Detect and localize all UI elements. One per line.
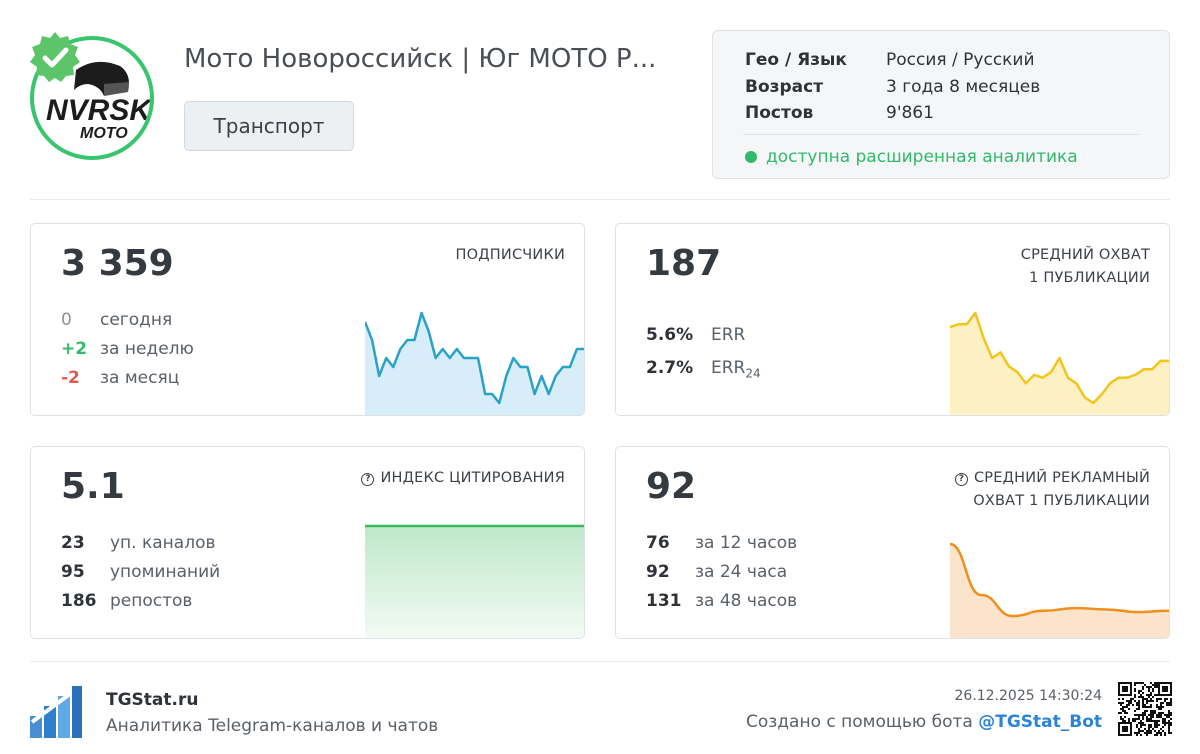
err-label: ERR xyxy=(711,325,746,345)
ad-reach-label: ? СРЕДНИЙ РЕКЛАМНЫЙ ОХВАТ 1 ПУБЛИКАЦИИ xyxy=(954,467,1150,513)
tgstat-logo-icon[interactable] xyxy=(30,686,82,738)
subscribers-week-label: за неделю xyxy=(100,339,194,359)
citation-channels-label: уп. каналов xyxy=(110,533,216,553)
ad-12h-row: 76 за 12 часов xyxy=(646,533,797,553)
chart-area xyxy=(365,526,584,638)
subscribers-label: ПОДПИСЧИКИ xyxy=(455,247,565,263)
ad-reach-chart xyxy=(950,542,1169,638)
divider-bottom xyxy=(30,661,1170,662)
age-row: Возраст 3 года 8 месяцев xyxy=(745,77,1040,97)
citation-mentions-row: 95 упоминаний xyxy=(61,562,220,582)
channel-info-box: Гео / Язык Россия / Русский Возраст 3 го… xyxy=(712,30,1170,179)
age-value: 3 года 8 месяцев xyxy=(886,77,1041,97)
ad-48h-value: 131 xyxy=(646,591,682,611)
qr-code-icon xyxy=(1118,682,1172,736)
citation-value: 5.1 xyxy=(61,466,125,507)
ad-reach-value: 92 xyxy=(646,466,697,507)
subscribers-month-value: -2 xyxy=(61,368,80,388)
logo-text-sub: MOTO xyxy=(80,125,128,142)
citation-mentions-value: 95 xyxy=(61,562,85,582)
subscribers-week-value: +2 xyxy=(61,339,88,359)
subscribers-month-label: за месяц xyxy=(100,368,180,388)
status-dot-icon xyxy=(745,151,757,163)
footer-made-with: Создано с помощью бота @TGStat_Bot xyxy=(746,712,1102,732)
posts-label: Постов xyxy=(745,103,814,123)
ad-reach-card[interactable]: 92 ? СРЕДНИЙ РЕКЛАМНЫЙ ОХВАТ 1 ПУБЛИКАЦИИ… xyxy=(615,446,1170,639)
geo-label: Гео / Язык xyxy=(745,50,847,70)
ad-12h-value: 76 xyxy=(646,533,670,553)
footer-bot-link[interactable]: @TGStat_Bot xyxy=(978,712,1102,732)
channel-title: Мото Новороссийск | Юг МОТО Р... xyxy=(184,44,657,74)
err-value: 5.6% xyxy=(646,325,694,345)
geo-value: Россия / Русский xyxy=(886,50,1035,70)
ad-reach-label-line1: СРЕДНИЙ РЕКЛАМНЫЙ xyxy=(973,470,1150,486)
citation-chart xyxy=(365,524,584,638)
ad-reach-label-line2: ОХВАТ 1 ПУБЛИКАЦИИ xyxy=(973,493,1150,509)
chart-line xyxy=(365,311,584,405)
subscribers-today-row: 0 сегодня xyxy=(61,310,172,330)
info-divider xyxy=(743,134,1139,135)
posts-value: 9'861 xyxy=(886,103,934,123)
chart-area xyxy=(950,544,1169,638)
reach-label-line2: 1 ПУБЛИКАЦИИ xyxy=(1029,270,1150,286)
subscribers-chart xyxy=(365,311,584,415)
help-icon[interactable]: ? xyxy=(361,473,375,486)
citation-channels-row: 23 уп. каналов xyxy=(61,533,216,553)
geo-row: Гео / Язык Россия / Русский xyxy=(745,50,1035,70)
footer-made-text: Создано с помощью бота xyxy=(745,712,979,732)
logo-text-main: NVRSK xyxy=(46,94,150,127)
err-row: 5.6% ERR xyxy=(646,325,745,345)
channel-avatar: NVRSK MOTO xyxy=(30,36,154,160)
err24-row: 2.7% ERR24 xyxy=(646,358,761,380)
subscribers-today-label: сегодня xyxy=(100,310,173,330)
ad-48h-label: за 48 часов xyxy=(695,591,798,611)
extended-analytics-link[interactable]: доступна расширенная аналитика xyxy=(745,147,1078,167)
citation-reposts-label: репостов xyxy=(110,591,193,611)
channel-avatar-block: NVRSK MOTO xyxy=(28,30,158,166)
verified-badge-icon xyxy=(30,32,80,82)
subscribers-card[interactable]: 3 359 ПОДПИСЧИКИ 0 сегодня +2 за неделю … xyxy=(30,223,585,416)
analytics-text: доступна расширенная аналитика xyxy=(766,147,1078,167)
subscribers-value: 3 359 xyxy=(61,243,174,284)
citation-card[interactable]: 5.1 ? ИНДЕКС ЦИТИРОВАНИЯ 23 уп. каналов 9… xyxy=(30,446,585,639)
citation-label-wrap: ? ИНДЕКС ЦИТИРОВАНИЯ xyxy=(361,467,565,490)
reach-chart xyxy=(950,311,1169,415)
citation-reposts-value: 186 xyxy=(61,591,97,611)
err24-label: ERR24 xyxy=(711,358,761,381)
citation-label: ИНДЕКС ЦИТИРОВАНИЯ xyxy=(380,470,565,486)
reach-card[interactable]: 187 СРЕДНИЙ ОХВАТ 1 ПУБЛИКАЦИИ 5.6% ERR … xyxy=(615,223,1170,416)
err24-subscript: 24 xyxy=(745,366,761,381)
ad-24h-value: 92 xyxy=(646,562,670,582)
divider-top xyxy=(30,199,1170,200)
citation-mentions-label: упоминаний xyxy=(110,562,221,582)
ad-48h-row: 131 за 48 часов xyxy=(646,591,797,611)
age-label: Возраст xyxy=(745,77,824,97)
reach-label: СРЕДНИЙ ОХВАТ 1 ПУБЛИКАЦИИ xyxy=(1021,244,1150,290)
help-icon[interactable]: ? xyxy=(954,473,968,486)
reach-label-line1: СРЕДНИЙ ОХВАТ xyxy=(1020,247,1150,263)
footer-timestamp: 26.12.2025 14:30:24 xyxy=(954,688,1103,704)
err24-value: 2.7% xyxy=(646,358,694,378)
chart-line xyxy=(950,542,1169,618)
chart-line xyxy=(950,311,1169,405)
ad-24h-row: 92 за 24 часа xyxy=(646,562,787,582)
subscribers-week-row: +2 за неделю xyxy=(61,339,194,359)
citation-channels-value: 23 xyxy=(61,533,85,553)
ad-12h-label: за 12 часов xyxy=(695,533,798,553)
chart-area xyxy=(950,313,1169,415)
chart-area xyxy=(365,313,584,415)
category-button[interactable]: Транспорт xyxy=(184,101,354,151)
ad-24h-label: за 24 часа xyxy=(695,562,788,582)
citation-reposts-row: 186 репостов xyxy=(61,591,192,611)
subscribers-today-value: 0 xyxy=(61,310,72,330)
footer-site-name[interactable]: TGStat.ru xyxy=(106,690,199,710)
footer-tagline: Аналитика Telegram-каналов и чатов xyxy=(106,716,439,736)
ad-reach-label-line1-wrap: ? СРЕДНИЙ РЕКЛАМНЫЙ xyxy=(954,467,1150,490)
reach-value: 187 xyxy=(646,243,722,284)
subscribers-month-row: -2 за месяц xyxy=(61,368,179,388)
posts-row: Постов 9'861 xyxy=(745,103,934,123)
